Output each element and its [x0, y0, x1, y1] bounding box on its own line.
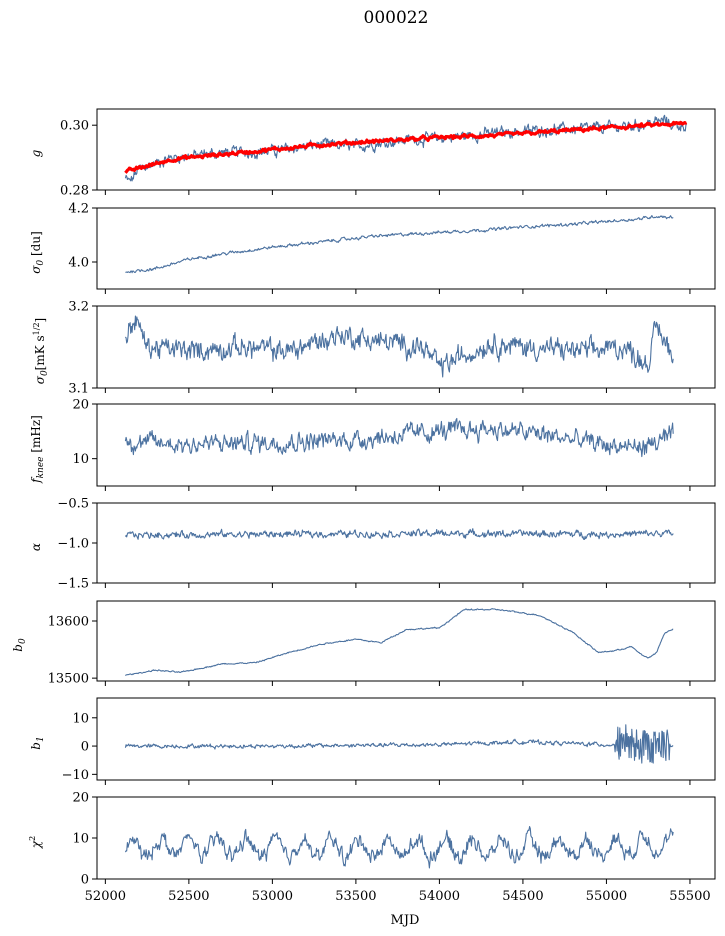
panel-frame — [96, 207, 716, 290]
y-axis-label: fknee [mHz] — [29, 415, 46, 484]
y-label-symbol: f — [29, 476, 43, 484]
x-tick-label: 54000 — [419, 889, 460, 904]
x-axis: 52000 52500 53000 53500 54000 54500 55000 55500 — [85, 889, 711, 904]
y-axis-label: b1 — [29, 736, 46, 749]
y-label-subscript: 0 — [40, 370, 50, 376]
y-tick-label: 4.0 — [68, 256, 89, 271]
y-tick-label: −1.0 — [57, 537, 89, 552]
y-label-bracket: ] — [33, 318, 47, 323]
panel-b0: 13500 13600 b0 — [11, 600, 716, 687]
x-tick-label: 55500 — [669, 889, 710, 904]
y-tick-label: 20 — [72, 791, 89, 806]
y-label-symbol: σ — [33, 375, 47, 384]
series-fknee-data — [124, 417, 674, 458]
panel-alpha: −1.5 −1.0 −0.5 α — [29, 497, 716, 592]
y-label-subscript: 1 — [36, 736, 46, 742]
y-axis-label: b0 — [11, 638, 28, 652]
y-label-superscript: 2 — [28, 836, 37, 841]
y-axis-label: σ0 [du] — [29, 231, 46, 274]
y-tick-label: −10 — [62, 768, 89, 783]
x-tick-label: 55000 — [586, 889, 627, 904]
y-tick-label: 0.30 — [60, 119, 89, 134]
y-tick-label: 4.2 — [68, 202, 89, 217]
x-tick-label: 54500 — [502, 889, 543, 904]
series-b1-data — [124, 724, 674, 764]
series-g-data — [124, 114, 688, 182]
panel-frame — [96, 305, 716, 389]
y-label-unit: [mK s — [33, 335, 47, 370]
x-tick-label: 52500 — [168, 889, 209, 904]
y-tick-label: −0.5 — [57, 497, 89, 512]
panel-fknee: 10 20 fknee [mHz] — [29, 398, 716, 491]
y-label-subscript: 0 — [18, 638, 28, 644]
panel-sigma0-mks: 3.1 3.2 σ0[mK s1/2] — [32, 300, 716, 397]
x-tick-label: 53500 — [335, 889, 376, 904]
y-tick-label: 3.1 — [68, 382, 89, 397]
y-tick-label: 10 — [72, 452, 89, 467]
y-tick-label: 10 — [72, 711, 89, 726]
y-tick-label: 20 — [72, 398, 89, 413]
series-sigma0-du-data — [125, 215, 674, 274]
y-label-symbol: σ — [29, 265, 43, 274]
panel-g: 0.28 0.30 g — [29, 108, 716, 199]
series-alpha-data — [124, 528, 674, 541]
panel-frame — [96, 403, 716, 487]
y-tick-label: 3.2 — [68, 300, 89, 315]
y-label-superscript: 1/2 — [32, 322, 41, 335]
y-axis-label: g — [29, 149, 43, 157]
y-label-subscript: knee — [36, 456, 46, 478]
y-tick-label: 13600 — [48, 615, 89, 630]
y-label-symbol: α — [29, 543, 43, 551]
panel-frame — [96, 697, 716, 781]
panel-frame — [96, 600, 716, 682]
y-tick-label: −1.5 — [57, 577, 89, 592]
y-tick-label: 0 — [81, 740, 89, 755]
y-tick-label: 13500 — [48, 672, 89, 687]
y-axis-label: χ2 — [28, 836, 43, 849]
y-tick-label: 0.28 — [60, 184, 89, 199]
y-label-subscript: 0 — [36, 260, 46, 266]
series-chi2-data — [124, 825, 674, 869]
panel-sigma0-du: 4.0 4.2 σ0 [du] — [29, 202, 716, 294]
y-axis-label: σ0[mK s1/2] — [32, 318, 50, 385]
series-g-fit — [124, 120, 688, 174]
panel-frame — [96, 108, 716, 191]
y-tick-label: 10 — [72, 832, 89, 847]
y-label-unit: [mHz] — [29, 415, 43, 456]
x-tick-label: 52000 — [85, 889, 126, 904]
y-label-symbol: b — [29, 742, 43, 750]
series-b0-data — [125, 608, 674, 676]
panel-frame — [96, 502, 716, 584]
y-tick-label: 0 — [81, 873, 89, 888]
x-tick-label: 53000 — [252, 889, 293, 904]
x-axis-label: MJD — [391, 913, 420, 928]
figure-title: 000022 — [364, 8, 429, 28]
y-label-symbol: b — [11, 644, 25, 652]
panel-chi2: 0 10 20 χ2 — [28, 791, 716, 888]
y-label-unit: [du] — [29, 231, 43, 260]
series-sigma0-mks-data — [124, 315, 674, 378]
y-label-symbol: χ — [29, 840, 43, 849]
y-label-symbol: g — [29, 149, 43, 157]
panel-b1: −10 0 10 b1 — [29, 697, 716, 785]
y-axis-label: α — [29, 543, 43, 551]
